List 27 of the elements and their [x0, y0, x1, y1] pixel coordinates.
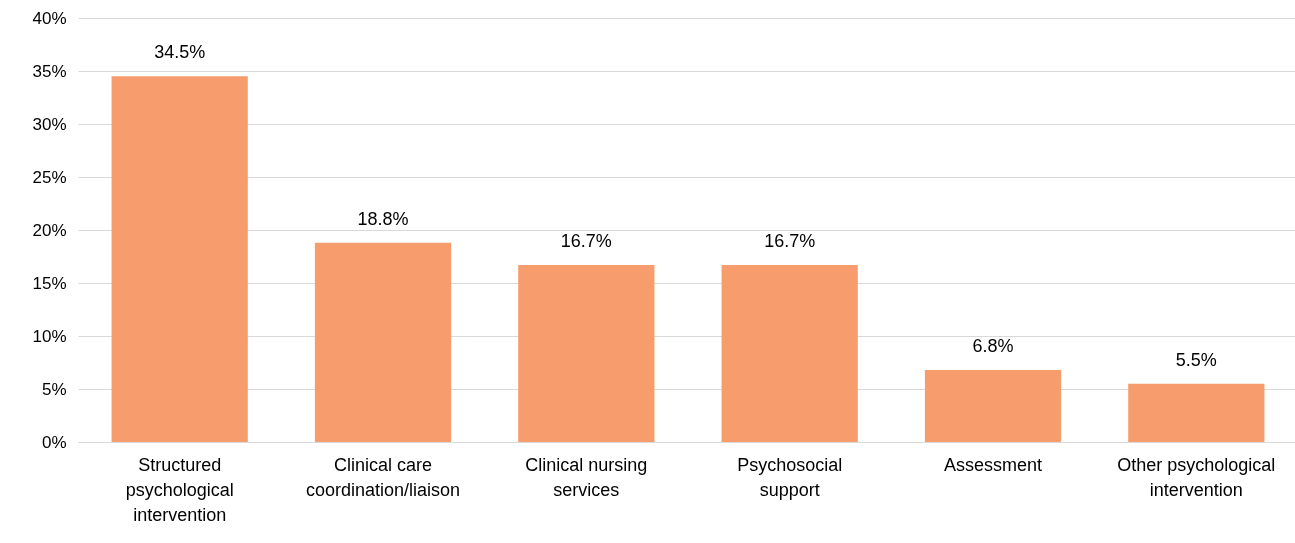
y-tick-label: 40%	[32, 8, 67, 28]
x-tick-label: Other psychological intervention	[1117, 454, 1276, 500]
data-label: 18.8%	[357, 208, 409, 229]
y-tick-label: 20%	[32, 220, 67, 240]
bar	[1128, 383, 1265, 442]
bar	[924, 369, 1062, 442]
y-tick-label: 15%	[32, 273, 67, 293]
bar	[314, 242, 452, 442]
bar	[721, 264, 858, 442]
x-tick-label: Clinical care coordination/liaison	[305, 454, 461, 500]
y-tick-label: 30%	[32, 114, 67, 134]
y-tick-label: 5%	[41, 379, 67, 399]
data-label: 34.5%	[154, 42, 206, 63]
y-tick-label: 25%	[32, 167, 67, 187]
data-label: 5.5%	[1175, 349, 1217, 370]
x-tick-label: Structured psychological intervention	[125, 454, 234, 525]
x-tick-label: Clinical nursing services	[525, 454, 648, 500]
y-tick-label: 35%	[32, 61, 67, 81]
x-tick-label: Assessment	[943, 454, 1043, 475]
data-label: 16.7%	[560, 230, 612, 251]
data-label: 16.7%	[764, 230, 816, 251]
x-tick-label: Psychosocial support	[737, 454, 843, 500]
y-tick-label: 10%	[32, 326, 67, 346]
bar	[111, 76, 248, 442]
y-tick-label: 0%	[41, 432, 67, 452]
bar	[518, 264, 655, 442]
data-label: 6.8%	[972, 335, 1014, 356]
